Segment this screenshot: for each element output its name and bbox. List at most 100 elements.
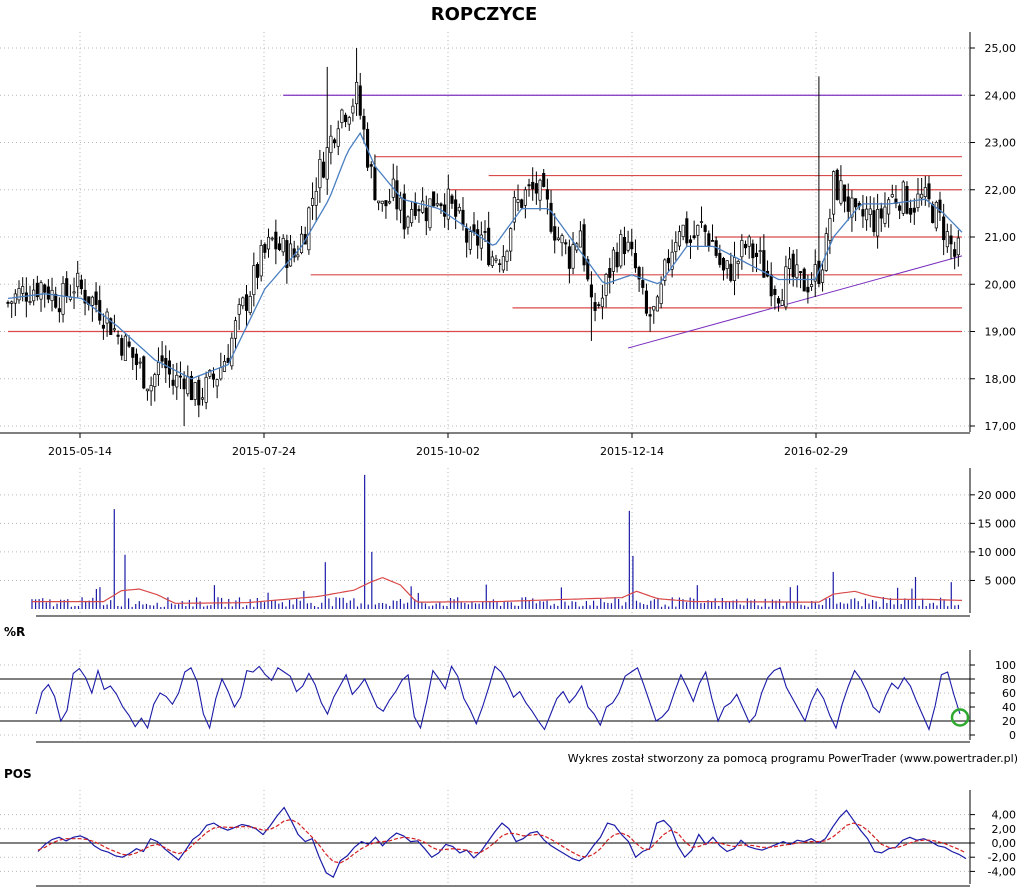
candle-body: [219, 367, 223, 380]
candle-body: [879, 208, 883, 219]
candle-body: [435, 203, 439, 206]
candle-body: [296, 254, 300, 258]
candle-body: [142, 356, 146, 389]
candle-body: [487, 227, 491, 266]
candle-body: [942, 216, 946, 241]
candle-body: [718, 252, 722, 265]
candle-body: [909, 207, 913, 215]
candle-body: [443, 204, 447, 217]
candle-body: [138, 361, 142, 364]
candle-body: [923, 187, 927, 198]
candle-body: [28, 301, 32, 303]
pos-panel-label: POS: [4, 767, 32, 781]
candle-body: [112, 328, 116, 331]
candle-body: [57, 308, 61, 313]
candle-body: [872, 210, 876, 233]
candle-body: [938, 199, 942, 213]
candle-body: [241, 297, 245, 307]
candle-body: [197, 379, 201, 406]
candle-body: [432, 191, 436, 207]
candle-body: [237, 304, 241, 315]
candle-body: [876, 208, 880, 237]
candle-body: [931, 204, 935, 224]
candle-body: [806, 286, 810, 293]
pos-series-1: [37, 806, 967, 878]
volume-ytick-label-0: 20 000: [978, 489, 1017, 502]
candle-body: [710, 240, 715, 242]
candle-body: [266, 236, 271, 250]
chart-title: ROPCZYCE: [431, 4, 538, 25]
candle-body: [395, 180, 399, 210]
candle-body: [619, 234, 623, 267]
candle-body: [633, 252, 637, 269]
candle-body: [281, 237, 285, 253]
candle-body: [865, 208, 869, 221]
candle-body: [46, 286, 50, 300]
candle-body: [226, 357, 230, 364]
candle-body: [810, 284, 814, 287]
candle-body: [615, 251, 619, 268]
candle-body: [754, 252, 759, 257]
candle-body: [83, 289, 87, 304]
candle-body: [736, 261, 740, 265]
candle-body: [21, 286, 25, 294]
candle-body: [699, 221, 704, 223]
candle-body: [498, 263, 502, 266]
candle-body: [307, 207, 311, 251]
pos-ytick-label-0: 4,00: [992, 809, 1017, 822]
candle-body: [784, 266, 788, 308]
candle-body: [861, 209, 865, 217]
candle-body: [127, 341, 131, 347]
price-ytick-label-2: 23,00: [985, 137, 1017, 150]
candle-body: [156, 362, 160, 376]
candle-body: [637, 267, 641, 280]
candle-body: [545, 189, 549, 200]
candle-body: [98, 300, 102, 321]
candle-body: [285, 240, 289, 268]
candle-body: [729, 263, 733, 281]
candle-body: [677, 231, 682, 247]
candle-body: [758, 250, 762, 252]
candle-body: [527, 184, 531, 187]
candle-body: [883, 206, 887, 224]
price-ytick-label-4: 21,00: [985, 231, 1017, 244]
candle-body: [388, 201, 392, 204]
candle-body: [674, 242, 678, 252]
candle-body: [751, 243, 755, 259]
candle-body: [421, 200, 425, 213]
candle-body: [336, 128, 340, 147]
candle-body: [589, 284, 593, 298]
candle-body: [776, 298, 781, 304]
pos-ytick-label-3: -2,00: [988, 851, 1016, 864]
candle-body: [501, 256, 505, 271]
candle-body: [773, 288, 777, 295]
candle-body: [538, 179, 542, 201]
candle-body: [164, 358, 168, 369]
candle-body: [787, 258, 792, 269]
candle-body: [920, 193, 924, 199]
candle-body: [641, 280, 645, 288]
candle-body: [692, 235, 696, 239]
price-ytick-label-6: 19,00: [985, 326, 1017, 339]
candle-body: [839, 180, 843, 204]
pos-series-2: [37, 818, 967, 864]
candle-body: [821, 269, 825, 283]
wr-ytick-label-1: 80: [1002, 673, 1016, 686]
candle-body: [531, 181, 535, 190]
candle-body: [564, 242, 568, 245]
candle-body: [597, 304, 601, 306]
candle-body: [494, 258, 498, 261]
candle-body: [13, 293, 17, 304]
candle-body: [211, 373, 216, 380]
candle-body: [516, 199, 520, 203]
candle-body: [622, 236, 626, 254]
candle-body: [153, 374, 157, 387]
candle-body: [707, 233, 711, 247]
candle-body: [76, 272, 80, 288]
candle-body: [901, 181, 905, 214]
candle-body: [189, 375, 194, 401]
candle-body: [688, 239, 693, 243]
candle-body: [652, 306, 656, 311]
candle-body: [186, 376, 190, 395]
candle-body: [39, 282, 43, 300]
